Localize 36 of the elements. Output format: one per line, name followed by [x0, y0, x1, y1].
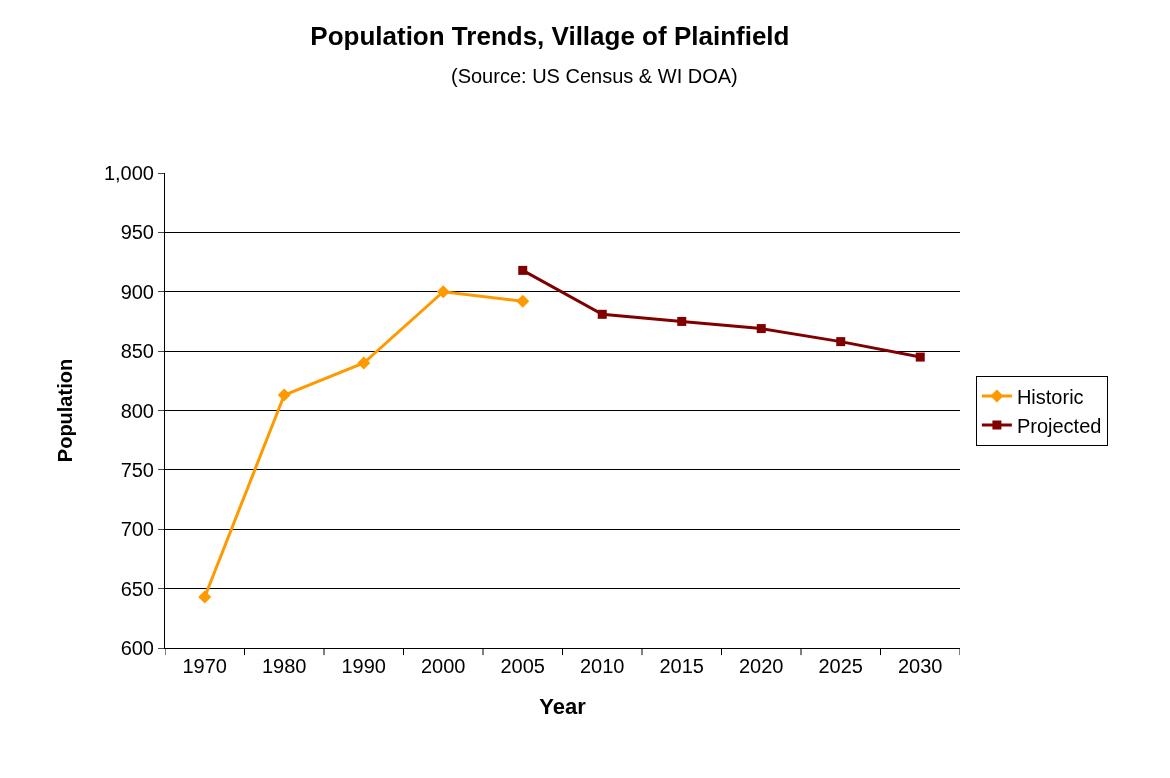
point [516, 294, 530, 308]
point [756, 324, 766, 334]
y-tick-label: 850 [120, 340, 154, 363]
point [357, 356, 371, 370]
legend-label: Historic [1016, 385, 1084, 408]
x-tick-label: 2010 [580, 655, 625, 677]
point [677, 316, 687, 326]
y-axis-title: Population [54, 358, 77, 463]
point [915, 352, 925, 362]
y-tick-label: 650 [120, 577, 154, 600]
point [198, 590, 212, 604]
x-axis-title: Year [539, 693, 587, 719]
x-tick-label: 2020 [739, 655, 784, 677]
x-tick-label: 1970 [182, 655, 227, 677]
point [518, 265, 528, 275]
point [836, 337, 846, 347]
y-tick-label: 900 [120, 280, 154, 303]
point [597, 309, 607, 319]
x-tick-label: 1980 [262, 655, 307, 677]
x-tick-label: 2025 [818, 655, 863, 677]
point [436, 285, 450, 299]
x-tick-label: 2015 [659, 655, 704, 677]
y-tick-label: 1,000 [103, 162, 154, 184]
legend-label: Projected [1016, 414, 1102, 437]
y-tick-label: 950 [120, 221, 154, 244]
x-tick-label: 2005 [500, 655, 545, 677]
point [277, 388, 291, 402]
y-tick-label: 600 [120, 637, 154, 659]
chart-title: Population Trends, Village of Plainfield [310, 21, 790, 52]
y-tick-label: 800 [120, 399, 154, 422]
chart-subtitle: (Source: US Census & WI DOA) [451, 65, 738, 87]
y-tick-label: 750 [120, 458, 154, 481]
y-tick-label: 700 [120, 518, 154, 541]
x-tick-label: 2000 [421, 655, 466, 677]
x-tick-label: 2030 [898, 655, 943, 677]
x-tick-label: 1990 [341, 655, 386, 677]
